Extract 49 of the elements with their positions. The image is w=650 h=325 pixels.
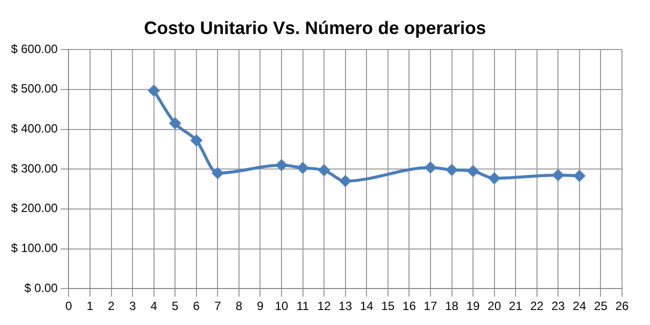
x-tick-label: 26 (615, 299, 629, 314)
point (424, 162, 436, 174)
x-tick-label: 14 (360, 299, 374, 314)
x-tick-label: 23 (551, 299, 566, 314)
point (468, 166, 479, 177)
x-tick-label: 25 (594, 299, 608, 314)
x-tick-label: 15 (381, 299, 395, 314)
x-tick-label: 19 (466, 299, 480, 314)
x-tick-label: 8 (236, 299, 243, 314)
point (297, 162, 308, 174)
x-tick-label: 3 (129, 299, 136, 314)
chart-title: Costo Unitario Vs. Número de operarios (144, 18, 486, 38)
y-tick-label: $ 0.00 (24, 280, 58, 295)
y-tick-label: $ 100.00 (10, 241, 58, 256)
y-tick-label: $ 400.00 (10, 122, 58, 136)
y-tick-label: $ 300.00 (10, 161, 58, 176)
x-tick-label: 13 (338, 299, 352, 314)
x-tick-label: 20 (488, 299, 502, 314)
x-tick-label: 11 (296, 299, 310, 314)
x-tick-label: 16 (402, 299, 416, 314)
y-tick-label: $ 500.00 (10, 82, 58, 96)
y-tick-label: $ 200.00 (10, 201, 58, 216)
x-tick-label: 7 (214, 299, 222, 314)
y-tick-label: $ 600.00 (10, 42, 58, 56)
x-tick-label: 0 (65, 299, 72, 314)
point (190, 134, 202, 146)
point (340, 176, 351, 187)
point (212, 168, 224, 179)
point (574, 170, 585, 182)
point (276, 160, 288, 171)
x-tick-label: 1 (86, 299, 94, 314)
x-tick-label: 24 (572, 299, 586, 314)
x-tick-label: 2 (108, 299, 115, 314)
point (552, 170, 564, 181)
point (170, 118, 181, 129)
x-tick-label: 5 (172, 299, 179, 314)
point (148, 85, 160, 96)
x-tick-label: 10 (274, 299, 289, 314)
x-tick-label: 22 (530, 299, 544, 314)
x-tick-label: 9 (256, 299, 264, 314)
x-tick-label: 6 (193, 299, 200, 314)
point (318, 164, 330, 176)
x-tick-label: 21 (508, 299, 523, 314)
x-tick-label: 18 (445, 299, 459, 314)
point (488, 172, 500, 184)
point (446, 164, 458, 176)
x-tick-label: 17 (424, 299, 438, 314)
x-tick-label: 4 (150, 299, 158, 314)
x-tick-label: 12 (317, 299, 332, 314)
